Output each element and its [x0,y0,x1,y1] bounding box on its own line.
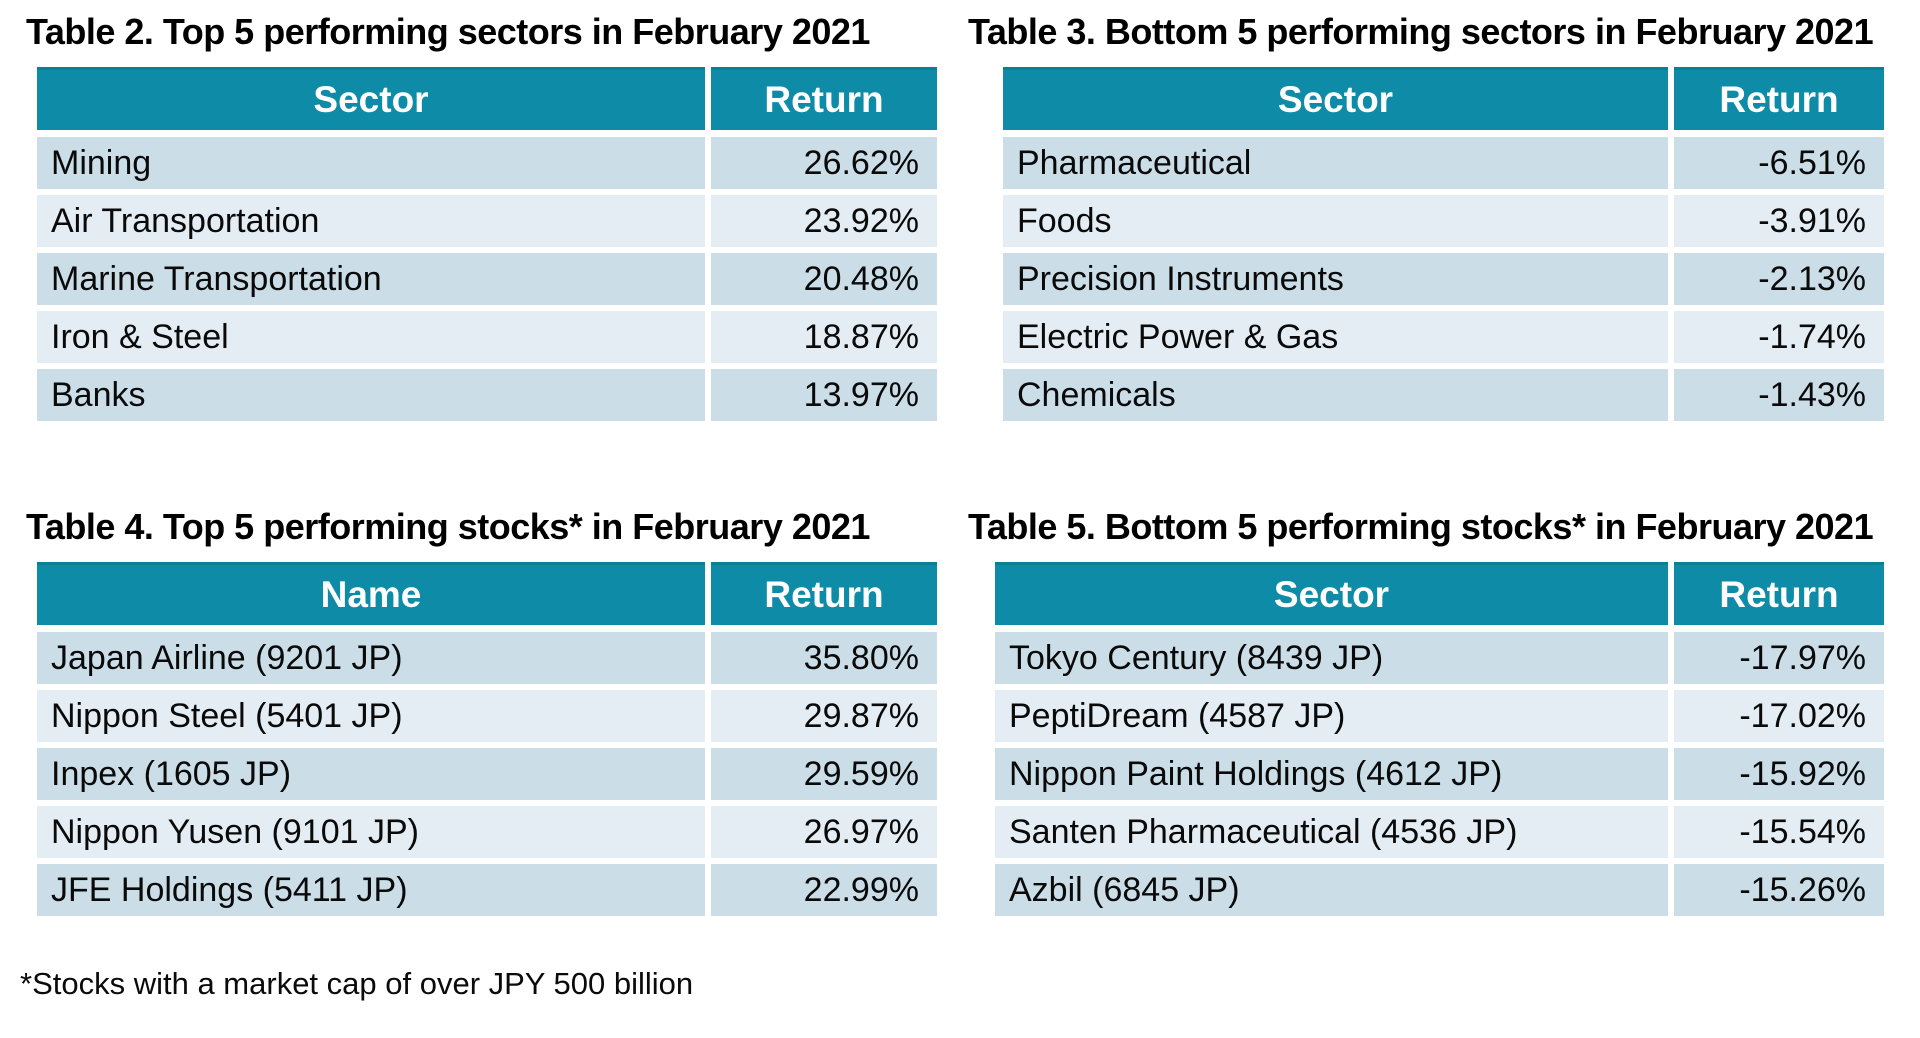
table-row: Banks 13.97% [37,369,937,421]
table5-title: Table 5. Bottom 5 performing stocks* in … [968,506,1874,547]
return-cell: -17.97% [1674,632,1884,684]
sector-cell: Precision Instruments [1003,253,1668,305]
return-cell: -2.13% [1674,253,1884,305]
table-header: Sector Return [1003,67,1884,130]
sector-cell: Electric Power & Gas [1003,311,1668,363]
table-row: Foods -3.91% [1003,195,1884,247]
return-cell: 23.92% [711,195,937,247]
table-row: Electric Power & Gas -1.74% [1003,311,1884,363]
return-cell: 13.97% [711,369,937,421]
footnote: *Stocks with a market cap of over JPY 50… [20,966,694,1001]
bottom-stocks-table: Sector Return Tokyo Century (8439 JP) -1… [995,562,1884,922]
stock-name-cell: Tokyo Century (8439 JP) [995,632,1668,684]
sector-cell: Foods [1003,195,1668,247]
table-body: Tokyo Century (8439 JP) -17.97% PeptiDre… [995,632,1884,916]
return-cell: 26.62% [711,137,937,189]
column-header-return: Return [711,562,937,625]
stock-name-cell: Azbil (6845 JP) [995,864,1668,916]
table-body: Mining 26.62% Air Transportation 23.92% … [37,137,937,421]
return-cell: 29.87% [711,690,937,742]
table-row: Santen Pharmaceutical (4536 JP) -15.54% [995,806,1884,858]
stock-name-cell: JFE Holdings (5411 JP) [37,864,705,916]
table-row: Air Transportation 23.92% [37,195,937,247]
table-header: Name Return [37,562,937,625]
return-cell: -1.74% [1674,311,1884,363]
stock-name-cell: Japan Airline (9201 JP) [37,632,705,684]
return-cell: -15.26% [1674,864,1884,916]
table-body: Pharmaceutical -6.51% Foods -3.91% Preci… [1003,137,1884,421]
table-row: Marine Transportation 20.48% [37,253,937,305]
column-header-name: Name [37,562,705,625]
table-row: Azbil (6845 JP) -15.26% [995,864,1884,916]
return-cell: -15.54% [1674,806,1884,858]
table-header: Sector Return [37,67,937,130]
table-row: Nippon Paint Holdings (4612 JP) -15.92% [995,748,1884,800]
stock-name-cell: Nippon Paint Holdings (4612 JP) [995,748,1668,800]
table2-title: Table 2. Top 5 performing sectors in Feb… [26,11,870,52]
return-cell: -17.02% [1674,690,1884,742]
table-row: Precision Instruments -2.13% [1003,253,1884,305]
bottom-sectors-table: Sector Return Pharmaceutical -6.51% Food… [1003,67,1884,427]
return-cell: 20.48% [711,253,937,305]
sector-cell: Pharmaceutical [1003,137,1668,189]
return-cell: -6.51% [1674,137,1884,189]
table-row: Iron & Steel 18.87% [37,311,937,363]
table-row: Chemicals -1.43% [1003,369,1884,421]
table-header: Sector Return [995,562,1884,625]
table-row: Tokyo Century (8439 JP) -17.97% [995,632,1884,684]
return-cell: 18.87% [711,311,937,363]
return-cell: -15.92% [1674,748,1884,800]
column-header-return: Return [711,67,937,130]
stock-name-cell: Nippon Yusen (9101 JP) [37,806,705,858]
return-cell: -3.91% [1674,195,1884,247]
sector-cell: Chemicals [1003,369,1668,421]
stock-name-cell: Nippon Steel (5401 JP) [37,690,705,742]
column-header-sector: Sector [37,67,705,130]
top-sectors-table: Sector Return Mining 26.62% Air Transpor… [37,67,937,427]
column-header-sector: Sector [995,562,1668,625]
table-body: Japan Airline (9201 JP) 35.80% Nippon St… [37,632,937,916]
stock-name-cell: Santen Pharmaceutical (4536 JP) [995,806,1668,858]
sector-cell: Air Transportation [37,195,705,247]
table-row: Japan Airline (9201 JP) 35.80% [37,632,937,684]
table-row: Mining 26.62% [37,137,937,189]
return-cell: 26.97% [711,806,937,858]
table-row: Nippon Steel (5401 JP) 29.87% [37,690,937,742]
column-header-return: Return [1674,562,1884,625]
return-cell: 35.80% [711,632,937,684]
top-stocks-table: Name Return Japan Airline (9201 JP) 35.8… [37,562,937,922]
table-row: PeptiDream (4587 JP) -17.02% [995,690,1884,742]
sector-cell: Marine Transportation [37,253,705,305]
return-cell: 29.59% [711,748,937,800]
column-header-sector: Sector [1003,67,1668,130]
table-row: Pharmaceutical -6.51% [1003,137,1884,189]
stock-name-cell: Inpex (1605 JP) [37,748,705,800]
stock-name-cell: PeptiDream (4587 JP) [995,690,1668,742]
column-header-return: Return [1674,67,1884,130]
return-cell: 22.99% [711,864,937,916]
table-row: Inpex (1605 JP) 29.59% [37,748,937,800]
sector-cell: Banks [37,369,705,421]
return-cell: -1.43% [1674,369,1884,421]
table-row: JFE Holdings (5411 JP) 22.99% [37,864,937,916]
table3-title: Table 3. Bottom 5 performing sectors in … [968,11,1874,52]
table-row: Nippon Yusen (9101 JP) 26.97% [37,806,937,858]
sector-cell: Iron & Steel [37,311,705,363]
sector-cell: Mining [37,137,705,189]
table4-title: Table 4. Top 5 performing stocks* in Feb… [26,506,870,547]
